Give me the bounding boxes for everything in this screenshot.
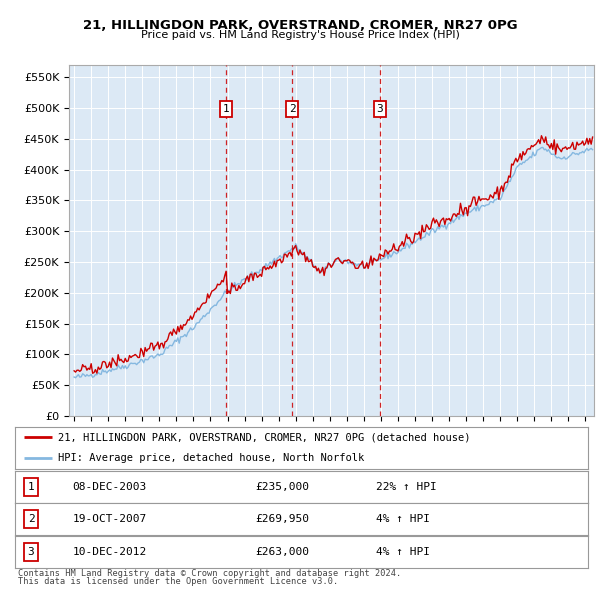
Text: 21, HILLINGDON PARK, OVERSTRAND, CROMER, NR27 0PG: 21, HILLINGDON PARK, OVERSTRAND, CROMER,… <box>83 19 517 32</box>
Text: 2: 2 <box>289 104 296 114</box>
Text: 1: 1 <box>28 482 34 491</box>
Text: 19-OCT-2007: 19-OCT-2007 <box>73 514 146 524</box>
Text: Price paid vs. HM Land Registry's House Price Index (HPI): Price paid vs. HM Land Registry's House … <box>140 30 460 40</box>
Text: 10-DEC-2012: 10-DEC-2012 <box>73 548 146 557</box>
Text: 3: 3 <box>377 104 383 114</box>
Text: 21, HILLINGDON PARK, OVERSTRAND, CROMER, NR27 0PG (detached house): 21, HILLINGDON PARK, OVERSTRAND, CROMER,… <box>58 432 470 442</box>
Text: This data is licensed under the Open Government Licence v3.0.: This data is licensed under the Open Gov… <box>18 577 338 586</box>
Text: 22% ↑ HPI: 22% ↑ HPI <box>376 482 437 491</box>
Text: 2: 2 <box>28 514 34 524</box>
Text: 3: 3 <box>28 548 34 557</box>
Text: Contains HM Land Registry data © Crown copyright and database right 2024.: Contains HM Land Registry data © Crown c… <box>18 569 401 578</box>
Text: 08-DEC-2003: 08-DEC-2003 <box>73 482 146 491</box>
Text: HPI: Average price, detached house, North Norfolk: HPI: Average price, detached house, Nort… <box>58 454 364 463</box>
Text: £235,000: £235,000 <box>256 482 310 491</box>
Text: £269,950: £269,950 <box>256 514 310 524</box>
Text: 1: 1 <box>223 104 230 114</box>
Text: £263,000: £263,000 <box>256 548 310 557</box>
Text: 4% ↑ HPI: 4% ↑ HPI <box>376 548 430 557</box>
Text: 4% ↑ HPI: 4% ↑ HPI <box>376 514 430 524</box>
